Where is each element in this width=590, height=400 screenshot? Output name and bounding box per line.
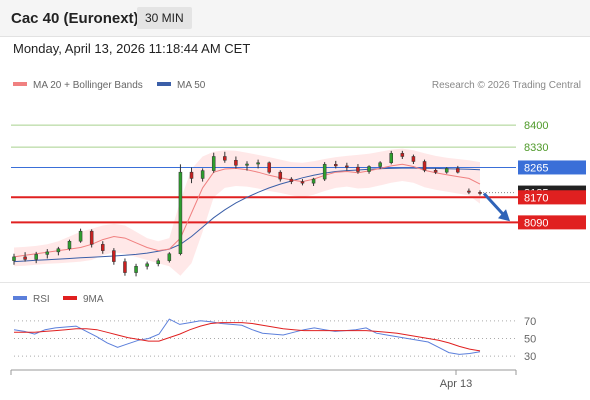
- candle-body: [356, 166, 360, 172]
- rsi-ma-swatch: [63, 296, 77, 301]
- candle-body: [300, 181, 305, 184]
- candle-body: [334, 164, 338, 167]
- candle-body: [123, 261, 127, 273]
- candle-body: [145, 263, 149, 267]
- rsi-legend-label: RSI: [33, 294, 50, 305]
- legend-rsi-ma: 9MA: [63, 294, 104, 305]
- candle-body: [278, 171, 283, 180]
- candle-body: [12, 256, 16, 261]
- candle-body: [289, 178, 294, 182]
- rsi-ma-line: [14, 322, 481, 352]
- bollinger-band-fill: [14, 148, 480, 276]
- x-axis-label: Apr 13: [440, 378, 472, 390]
- candle-body: [23, 256, 27, 260]
- candle-body: [478, 192, 482, 194]
- candle-body: [456, 168, 460, 173]
- candle-body: [178, 171, 183, 255]
- projection-arrow-head: [498, 209, 510, 222]
- candle-body: [234, 159, 238, 166]
- level-tag-8090: [518, 215, 586, 230]
- candle-body: [156, 260, 160, 265]
- candle-body: [322, 164, 327, 180]
- legend-ma20: MA 20 + Bollinger Bands: [13, 80, 143, 91]
- candle-body: [256, 162, 260, 165]
- rsi-ma-legend-label: 9MA: [83, 294, 104, 305]
- candle-body: [389, 153, 393, 164]
- level-tag-8265: [518, 160, 586, 175]
- level-tag-8170-top: [518, 190, 586, 205]
- candle-body: [200, 170, 205, 179]
- candle-body: [223, 156, 227, 161]
- rsi-swatch: [13, 296, 27, 301]
- candle-body: [67, 240, 72, 249]
- candle-body: [112, 250, 116, 262]
- level-label-8265: 8265: [524, 162, 548, 174]
- candle-body: [433, 170, 438, 173]
- candle-body: [400, 153, 405, 157]
- timestamp: Monday, April 13, 2026 11:18:44 AM CET: [13, 41, 251, 56]
- candle-body: [167, 253, 172, 261]
- ma20-legend-label: MA 20 + Bollinger Bands: [33, 80, 143, 91]
- rsi-line: [13, 318, 481, 355]
- candle-body: [311, 178, 316, 184]
- rsi-tick-30: 30: [524, 351, 536, 363]
- candle-body: [89, 230, 94, 245]
- candle-body: [444, 168, 449, 173]
- candle-body: [34, 254, 38, 260]
- candle-body: [78, 230, 83, 242]
- candle-body: [189, 171, 194, 179]
- level-label-8400: 8400: [524, 120, 548, 132]
- candle-body: [101, 244, 105, 251]
- level-label-8330: 8330: [524, 142, 548, 154]
- panel-separator: [0, 282, 590, 283]
- candle-body: [378, 162, 382, 167]
- candle-body: [45, 251, 50, 255]
- candle-body: [134, 266, 138, 273]
- timeframe-button[interactable]: 30 MIN: [137, 7, 192, 29]
- candle-body: [467, 190, 471, 193]
- rsi-tick-70: 70: [524, 316, 536, 328]
- ma20-swatch: [13, 82, 27, 87]
- candle-body: [267, 162, 271, 173]
- projection-arrow-shaft: [482, 192, 506, 217]
- legend-rsi: RSI: [13, 294, 50, 305]
- candle-body: [345, 165, 349, 168]
- candle-body: [411, 156, 416, 162]
- ma50-legend-label: MA 50: [177, 80, 206, 91]
- rsi-tick-50: 50: [524, 334, 536, 346]
- level-label-8170-top: 8170: [524, 192, 548, 204]
- credit-text: Research © 2026 Trading Central: [431, 80, 581, 91]
- legend-ma50: MA 50: [157, 80, 205, 91]
- candle-body: [367, 166, 371, 172]
- candle-body: [56, 248, 61, 253]
- instrument-title: Cac 40 (Euronext): [11, 10, 139, 27]
- candle-body: [422, 161, 427, 171]
- ma50-line: [13, 167, 481, 263]
- ma50-swatch: [157, 82, 171, 87]
- candle-body: [211, 156, 216, 171]
- candle-body: [245, 163, 249, 166]
- level-label-8090: 8090: [524, 217, 548, 229]
- chart-header: Cac 40 (Euronext) 30 MIN: [0, 0, 590, 37]
